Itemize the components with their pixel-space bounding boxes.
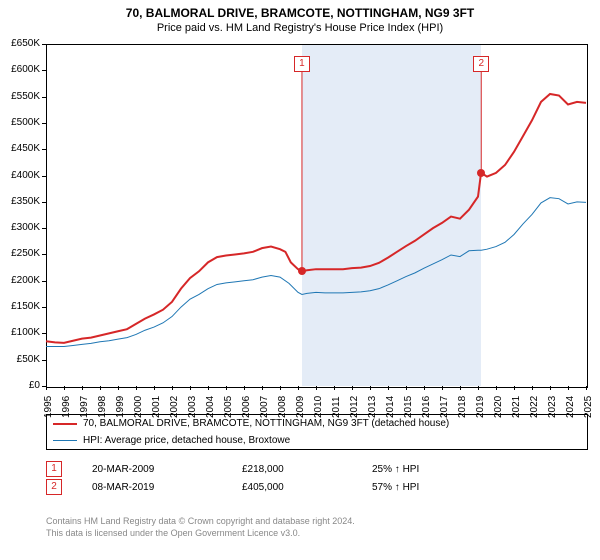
sales-row-price: £405,000 xyxy=(242,482,332,493)
sales-row: 2 08-MAR-2019 £405,000 57% ↑ HPI xyxy=(46,478,459,496)
sales-row: 1 20-MAR-2009 £218,000 25% ↑ HPI xyxy=(46,460,459,478)
sales-row-marker: 1 xyxy=(46,461,62,477)
sales-row-date: 20-MAR-2009 xyxy=(92,464,202,475)
sales-row-date: 08-MAR-2019 xyxy=(92,482,202,493)
sales-row-pct: 57% ↑ HPI xyxy=(372,482,419,493)
series-line-1 xyxy=(46,198,586,347)
sales-row-marker: 2 xyxy=(46,479,62,495)
legend-label: HPI: Average price, detached house, Brox… xyxy=(83,435,290,446)
footer-attribution: Contains HM Land Registry data © Crown c… xyxy=(46,516,355,539)
sales-table: 1 20-MAR-2009 £218,000 25% ↑ HPI 2 08-MAR-201… xyxy=(46,460,459,496)
sale-marker-box: 2 xyxy=(473,56,489,72)
series-line-0 xyxy=(46,94,586,343)
sales-row-pct: 25% ↑ HPI xyxy=(372,464,419,475)
sale-marker-dot xyxy=(298,267,306,275)
legend-swatch xyxy=(53,440,77,441)
legend-row: HPI: Average price, detached house, Brox… xyxy=(47,432,587,449)
legend-label: 70, BALMORAL DRIVE, BRAMCOTE, NOTTINGHAM… xyxy=(83,418,449,429)
footer-line-2: This data is licensed under the Open Gov… xyxy=(46,528,355,540)
legend-box: 70, BALMORAL DRIVE, BRAMCOTE, NOTTINGHAM… xyxy=(46,414,588,450)
sales-row-price: £218,000 xyxy=(242,464,332,475)
sale-marker-box: 1 xyxy=(294,56,310,72)
sale-marker-dot xyxy=(477,169,485,177)
chart-container: 70, BALMORAL DRIVE, BRAMCOTE, NOTTINGHAM… xyxy=(0,0,600,560)
footer-line-1: Contains HM Land Registry data © Crown c… xyxy=(46,516,355,528)
legend-swatch xyxy=(53,423,77,425)
legend-row: 70, BALMORAL DRIVE, BRAMCOTE, NOTTINGHAM… xyxy=(47,415,587,432)
